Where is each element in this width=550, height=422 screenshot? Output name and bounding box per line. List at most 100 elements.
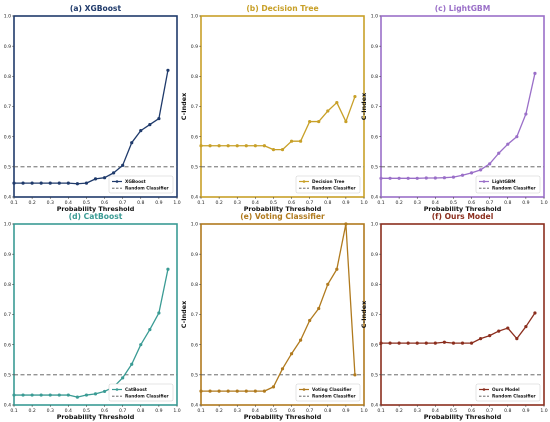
x-tick-label: 1.0 (540, 408, 547, 414)
x-tick-label: 0.8 (324, 408, 331, 414)
data-point (469, 171, 474, 175)
data-point (308, 119, 312, 124)
y-tick-label: 0.8 (191, 282, 198, 288)
data-point (488, 334, 492, 338)
data-point (21, 393, 25, 397)
data-point (326, 109, 330, 113)
data-point (406, 176, 410, 180)
plot-frame (380, 223, 545, 406)
data-point (406, 341, 410, 345)
panel-1: (a) XGBoost 0.1 0.2 0.3 0.4 0.5 0.6 0.7 0.8 0.9 1.… (0, 4, 181, 213)
data-point (397, 341, 401, 345)
x-tick-label: 0.4 (252, 408, 259, 414)
y-tick-label: 1.0 (191, 14, 198, 20)
legend-box (295, 383, 361, 402)
y-tick-label: 0.7 (4, 104, 11, 110)
data-point (102, 176, 107, 180)
x-tick-label: 0.9 (522, 408, 529, 414)
y-tick-label: 0.8 (4, 282, 11, 288)
legend-series-label: LightGBM (492, 179, 515, 185)
panel-6: (f) Ours Model 0.1 0.2 0.3 0.4 0.5 0.6 0.7 0.8 0.… (360, 212, 548, 421)
x-tick-label: 0.3 (414, 408, 421, 414)
data-point (121, 376, 125, 380)
y-tick-label: 0.6 (191, 342, 198, 348)
data-point (388, 341, 392, 345)
data-point (139, 129, 143, 133)
y-tick-label: 0.9 (191, 44, 198, 50)
legend-baseline-label: Random Classifier (492, 394, 536, 400)
data-point (244, 144, 248, 148)
panel-title: (a) XGBoost (70, 4, 122, 13)
x-tick-label: 0.4 (65, 200, 72, 206)
x-tick-label: 0.1 (377, 200, 384, 206)
x-tick-label: 0.9 (342, 408, 349, 414)
legend-series-label: Ours Model (492, 387, 520, 393)
series-line (381, 312, 536, 344)
data-point (271, 385, 276, 389)
x-tick-label: 0.8 (137, 408, 144, 414)
y-axis-label: C-Index (360, 300, 368, 328)
plot-frame (13, 15, 178, 198)
data-point (112, 171, 116, 175)
legend-box (108, 383, 174, 402)
x-tick-label: 0.5 (270, 408, 277, 414)
x-axis-label: Probability Threshold (244, 205, 322, 213)
data-point (157, 116, 161, 121)
data-point (121, 163, 125, 167)
x-tick-label: 0.7 (486, 408, 493, 414)
x-tick-label: 1.0 (360, 200, 367, 206)
data-point (148, 327, 152, 332)
y-tick-label: 0.4 (4, 403, 11, 409)
y-tick-label: 0.9 (191, 252, 198, 258)
data-point (39, 393, 43, 397)
data-point (451, 175, 456, 179)
legend-series-marker (302, 388, 306, 391)
data-point (30, 181, 34, 185)
legend-series-marker (482, 388, 486, 391)
data-point (289, 139, 294, 143)
data-point (271, 148, 276, 152)
legend-box (295, 175, 361, 194)
series-line (201, 223, 356, 392)
y-tick-label: 0.5 (191, 164, 198, 170)
data-point (515, 337, 519, 341)
y-tick-label: 0.9 (4, 44, 11, 50)
data-point (48, 181, 52, 185)
y-tick-label: 0.6 (4, 134, 11, 140)
data-point (199, 389, 203, 393)
data-point (130, 141, 134, 145)
data-point (235, 144, 239, 148)
y-axis-label: C-Index (180, 92, 188, 120)
data-point (469, 341, 474, 345)
data-point (226, 389, 230, 393)
data-point (93, 392, 98, 396)
data-point (30, 393, 34, 397)
y-tick-label: 1.0 (371, 14, 378, 20)
data-point (84, 181, 89, 185)
panel-4: (d) CatBoost 0.1 0.2 0.3 0.4 0.5 0.6 0.7 0.8 0.9 1… (0, 212, 181, 421)
x-tick-label: 0.4 (65, 408, 72, 414)
data-point (66, 181, 70, 185)
data-point (130, 362, 134, 366)
x-tick-label: 0.9 (342, 200, 349, 206)
x-tick-label: 0.5 (83, 200, 90, 206)
legend-series-label: CatBoost (125, 387, 147, 393)
y-axis-label: C-Index (180, 300, 188, 328)
y-tick-label: 0.5 (371, 164, 378, 170)
legend-baseline-label: Random Classifier (125, 394, 169, 400)
data-point (533, 311, 537, 315)
panel-title: (d) CatBoost (69, 212, 123, 221)
y-tick-label: 1.0 (191, 222, 198, 228)
x-tick-label: 0.7 (486, 200, 493, 206)
data-point (379, 341, 383, 345)
y-tick-label: 0.8 (371, 74, 378, 80)
x-axis-label: Probability Threshold (57, 413, 135, 421)
y-tick-label: 0.5 (371, 372, 378, 378)
data-point (397, 176, 401, 180)
data-point (326, 282, 330, 286)
x-tick-label: 0.2 (28, 200, 35, 206)
data-point (280, 148, 285, 152)
data-point (506, 142, 510, 146)
y-axis-label: C-Index (0, 300, 1, 328)
data-point (39, 181, 43, 185)
